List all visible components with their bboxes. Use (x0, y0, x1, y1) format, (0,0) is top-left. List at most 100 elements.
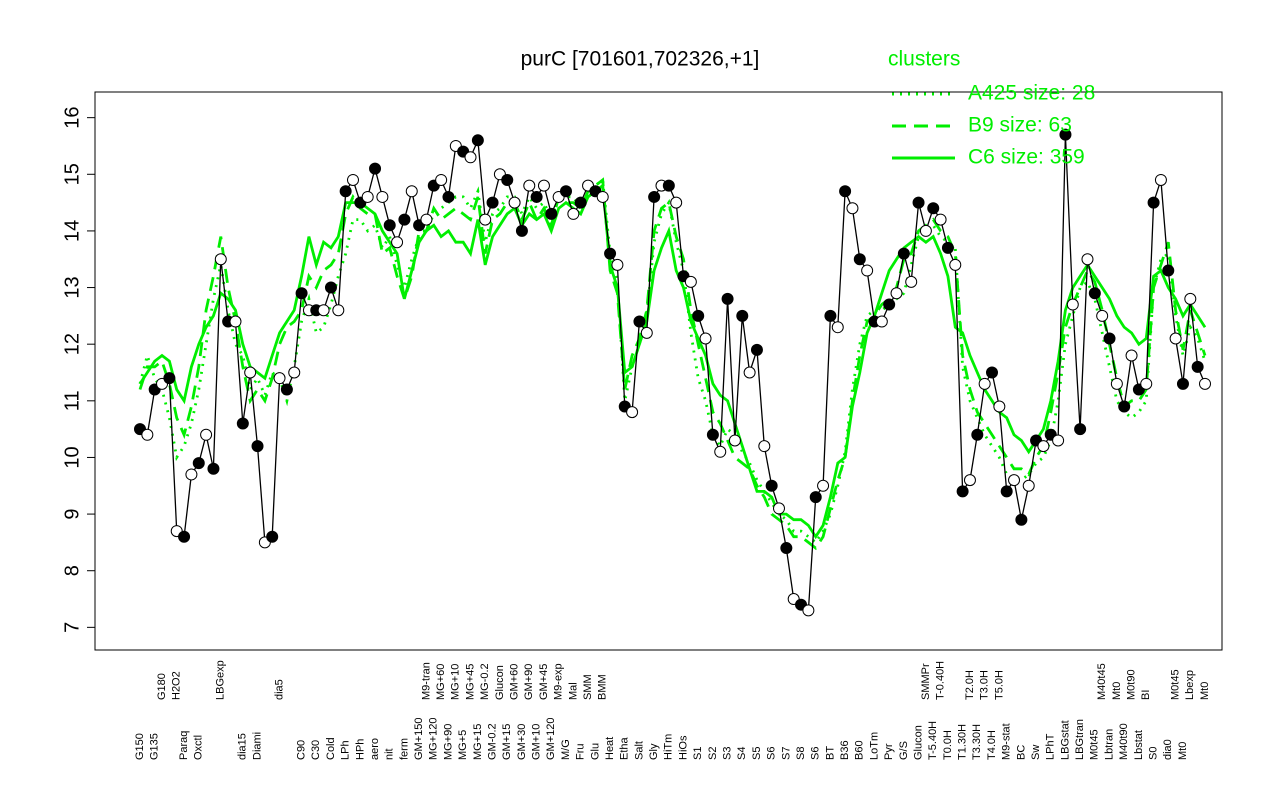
data-point (479, 213, 492, 226)
x-tick-label: LPh (340, 740, 352, 760)
data-point (978, 377, 991, 390)
data-point (420, 213, 433, 226)
data-point (398, 213, 411, 226)
data-point (780, 542, 793, 555)
y-tick-label: 16 (61, 107, 83, 129)
y-tick-label: 7 (61, 622, 83, 633)
x-tick-label: dia0 (1162, 739, 1174, 760)
x-tick-label: SMM (582, 674, 594, 700)
data-point (369, 162, 382, 175)
x-tick-label: Glucon (494, 665, 506, 700)
data-point (266, 530, 279, 543)
x-tick-label: G180 (156, 673, 168, 700)
x-tick-label: Paraq (178, 731, 190, 760)
x-tick-label: H2O2 (171, 671, 183, 700)
data-point (1176, 377, 1189, 390)
data-point (192, 457, 205, 470)
x-tick-label: GM+150 (413, 718, 425, 761)
plot-frame (94, 91, 1223, 651)
data-point (817, 479, 830, 492)
data-point (773, 502, 785, 515)
data-point (185, 468, 198, 481)
data-point (736, 309, 749, 322)
data-point (1015, 513, 1028, 526)
y-tick-label: 11 (61, 390, 83, 411)
data-point (986, 366, 998, 379)
x-tick-label: MG+15 (472, 724, 484, 760)
x-tick-label: S6 (766, 747, 778, 760)
x-tick-label: nit (384, 748, 396, 760)
data-point (956, 485, 969, 498)
x-tick-label: Lbstat (1133, 730, 1145, 760)
x-tick-label: dia15 (237, 733, 249, 760)
data-point (178, 530, 191, 543)
data-point (1037, 440, 1050, 453)
data-point (626, 406, 639, 419)
data-point (537, 179, 550, 192)
data-point (1154, 173, 1167, 186)
data-point (163, 372, 176, 385)
data-point (1096, 309, 1109, 322)
data-point (464, 151, 477, 164)
data-point (839, 185, 852, 198)
y-tick-label: 9 (61, 509, 83, 520)
y-tick-label: 10 (61, 446, 83, 468)
x-tick-label: BI (1140, 690, 1152, 700)
series-line (138, 182, 1207, 540)
x-tick-label: S1 (692, 747, 704, 760)
x-tick-label: S5 (751, 747, 763, 760)
x-tick-label: Fru (575, 744, 587, 761)
x-tick-label: S6 (810, 747, 822, 760)
data-point (596, 190, 609, 203)
data-point (905, 275, 918, 288)
data-point (875, 315, 888, 328)
x-tick-label: GM+30 (516, 724, 528, 760)
x-tick-label: M9-exp (553, 663, 565, 700)
data-point (1008, 474, 1021, 487)
x-tick-label: MG+5 (457, 730, 469, 760)
data-point (405, 185, 418, 198)
x-tick-label: S7 (780, 747, 792, 760)
data-point (486, 196, 499, 209)
x-tick-label: T1.30H (957, 724, 969, 760)
x-tick-label: T0.0H (942, 730, 954, 760)
data-point (324, 281, 337, 294)
data-point (934, 213, 947, 226)
x-tick-label: GM+120 (545, 718, 557, 761)
data-point (765, 479, 778, 492)
x-tick-label: S0 (1147, 747, 1159, 760)
x-tick-label: GM+90 (523, 664, 535, 700)
legend-label: C6 size: 359 (968, 146, 1085, 169)
x-tick-label: Mal (567, 682, 579, 700)
x-tick-label: HPh (354, 739, 366, 760)
data-point (1103, 332, 1116, 345)
data-point (515, 224, 528, 237)
x-tick-label: BT (824, 746, 836, 760)
data-point (236, 417, 249, 430)
data-point (332, 304, 345, 317)
x-tick-label: G135 (149, 733, 161, 760)
x-tick-label: Heat (604, 737, 616, 760)
data-point (883, 298, 896, 311)
x-tick-label: Mt0 (1111, 682, 1123, 700)
x-tick-label: MG+45 (464, 664, 476, 700)
data-point (317, 304, 330, 317)
x-tick-label: ferm (398, 738, 410, 760)
data-point (824, 309, 837, 322)
chart-title: purC [701601,702326,+1] (521, 48, 760, 71)
series-line (138, 177, 1207, 551)
data-point (1125, 349, 1138, 362)
x-tick-label: M9-tran (420, 662, 432, 700)
data-point (1169, 332, 1182, 345)
data-point (750, 343, 763, 356)
x-tick-label: BMM (597, 674, 609, 700)
data-point (523, 179, 536, 192)
data-point (927, 202, 940, 215)
data-point (1022, 479, 1035, 492)
data-point (993, 400, 1006, 413)
x-tick-label: M40t45 (1096, 663, 1108, 700)
data-point (141, 428, 154, 441)
data-point (743, 366, 756, 379)
data-point (963, 474, 976, 487)
x-tick-label: S2 (707, 747, 719, 760)
